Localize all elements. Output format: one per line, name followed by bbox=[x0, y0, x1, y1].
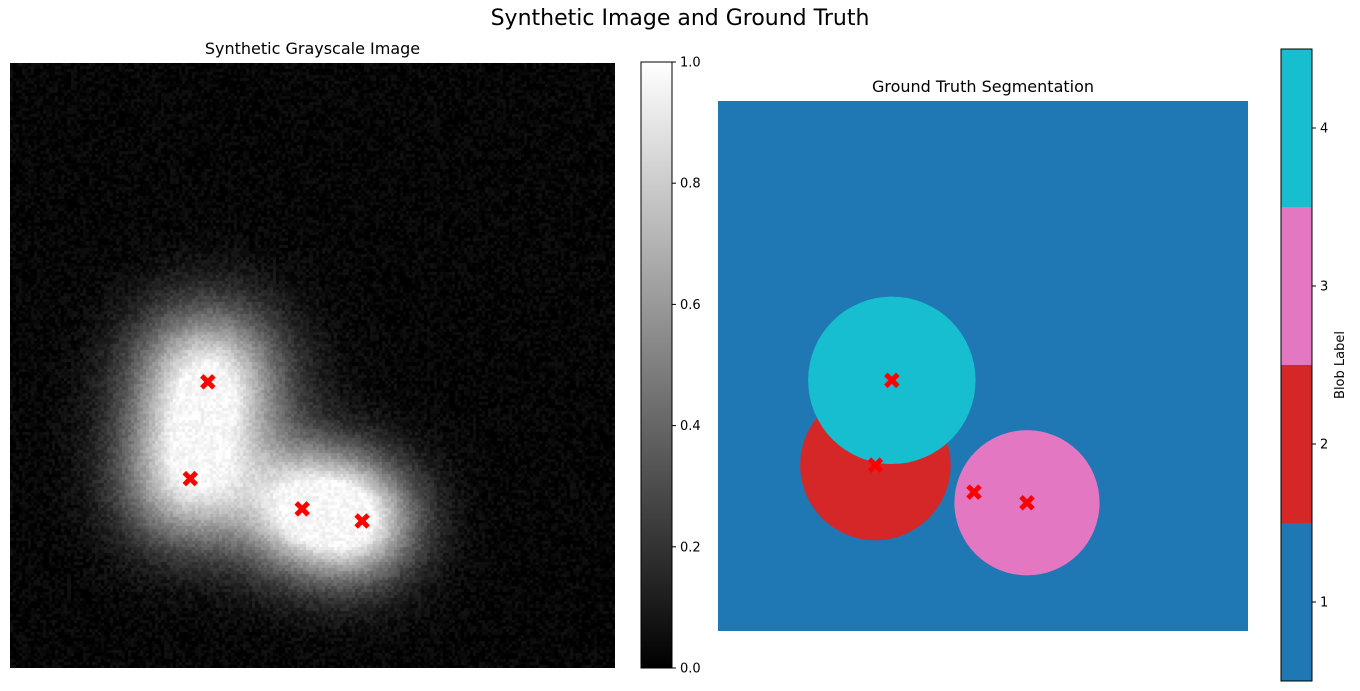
left-marker-2 bbox=[182, 470, 199, 487]
seg-colorbar-tick-3: 3 bbox=[1320, 280, 1328, 295]
gray-colorbar-tick-4: 0.8 bbox=[680, 177, 700, 192]
seg-colorbar-label: Blob Label bbox=[1333, 331, 1348, 399]
left-marker-layer bbox=[182, 374, 370, 529]
seg-colorbar-swatch-4 bbox=[1281, 49, 1312, 207]
left-marker-4 bbox=[354, 513, 370, 529]
right-marker-4 bbox=[1019, 494, 1035, 511]
seg-colorbar-tick-1: 1 bbox=[1320, 596, 1328, 611]
seg-colorbar-tick-2: 2 bbox=[1320, 438, 1328, 453]
gray-colorbar-tick-1: 0.2 bbox=[680, 540, 700, 555]
right-panel-title: Ground Truth Segmentation bbox=[871, 77, 1095, 96]
seg-colorbar-swatch-3 bbox=[1281, 207, 1312, 365]
segmentation-image bbox=[718, 101, 1248, 631]
left-panel-title: Synthetic Grayscale Image bbox=[204, 39, 421, 58]
right-marker-1 bbox=[884, 372, 900, 389]
grayscale-colorbar: 0.0 0.2 0.4 0.6 0.8 1.0 bbox=[640, 56, 700, 676]
right-marker-3 bbox=[966, 484, 982, 500]
gray-colorbar-gradient bbox=[640, 61, 673, 669]
figure-title: Synthetic Image and Ground Truth bbox=[490, 6, 870, 31]
seg-colorbar-swatch-2 bbox=[1281, 365, 1312, 523]
gray-colorbar-tick-5: 1.0 bbox=[680, 56, 700, 71]
grayscale-image bbox=[10, 63, 615, 668]
seg-colorbar-tick-4: 4 bbox=[1320, 122, 1328, 137]
gray-colorbar-tick-3: 0.6 bbox=[680, 298, 700, 313]
left-marker-1 bbox=[200, 374, 216, 390]
seg-colorbar-swatch-1 bbox=[1281, 523, 1312, 681]
gray-colorbar-tick-0: 0.0 bbox=[680, 662, 700, 676]
segmentation-colorbar: 1 2 3 4 Blob Label bbox=[1280, 48, 1348, 682]
gray-colorbar-tick-2: 0.4 bbox=[680, 419, 700, 434]
right-marker-2 bbox=[867, 457, 884, 473]
left-marker-3 bbox=[294, 501, 310, 517]
